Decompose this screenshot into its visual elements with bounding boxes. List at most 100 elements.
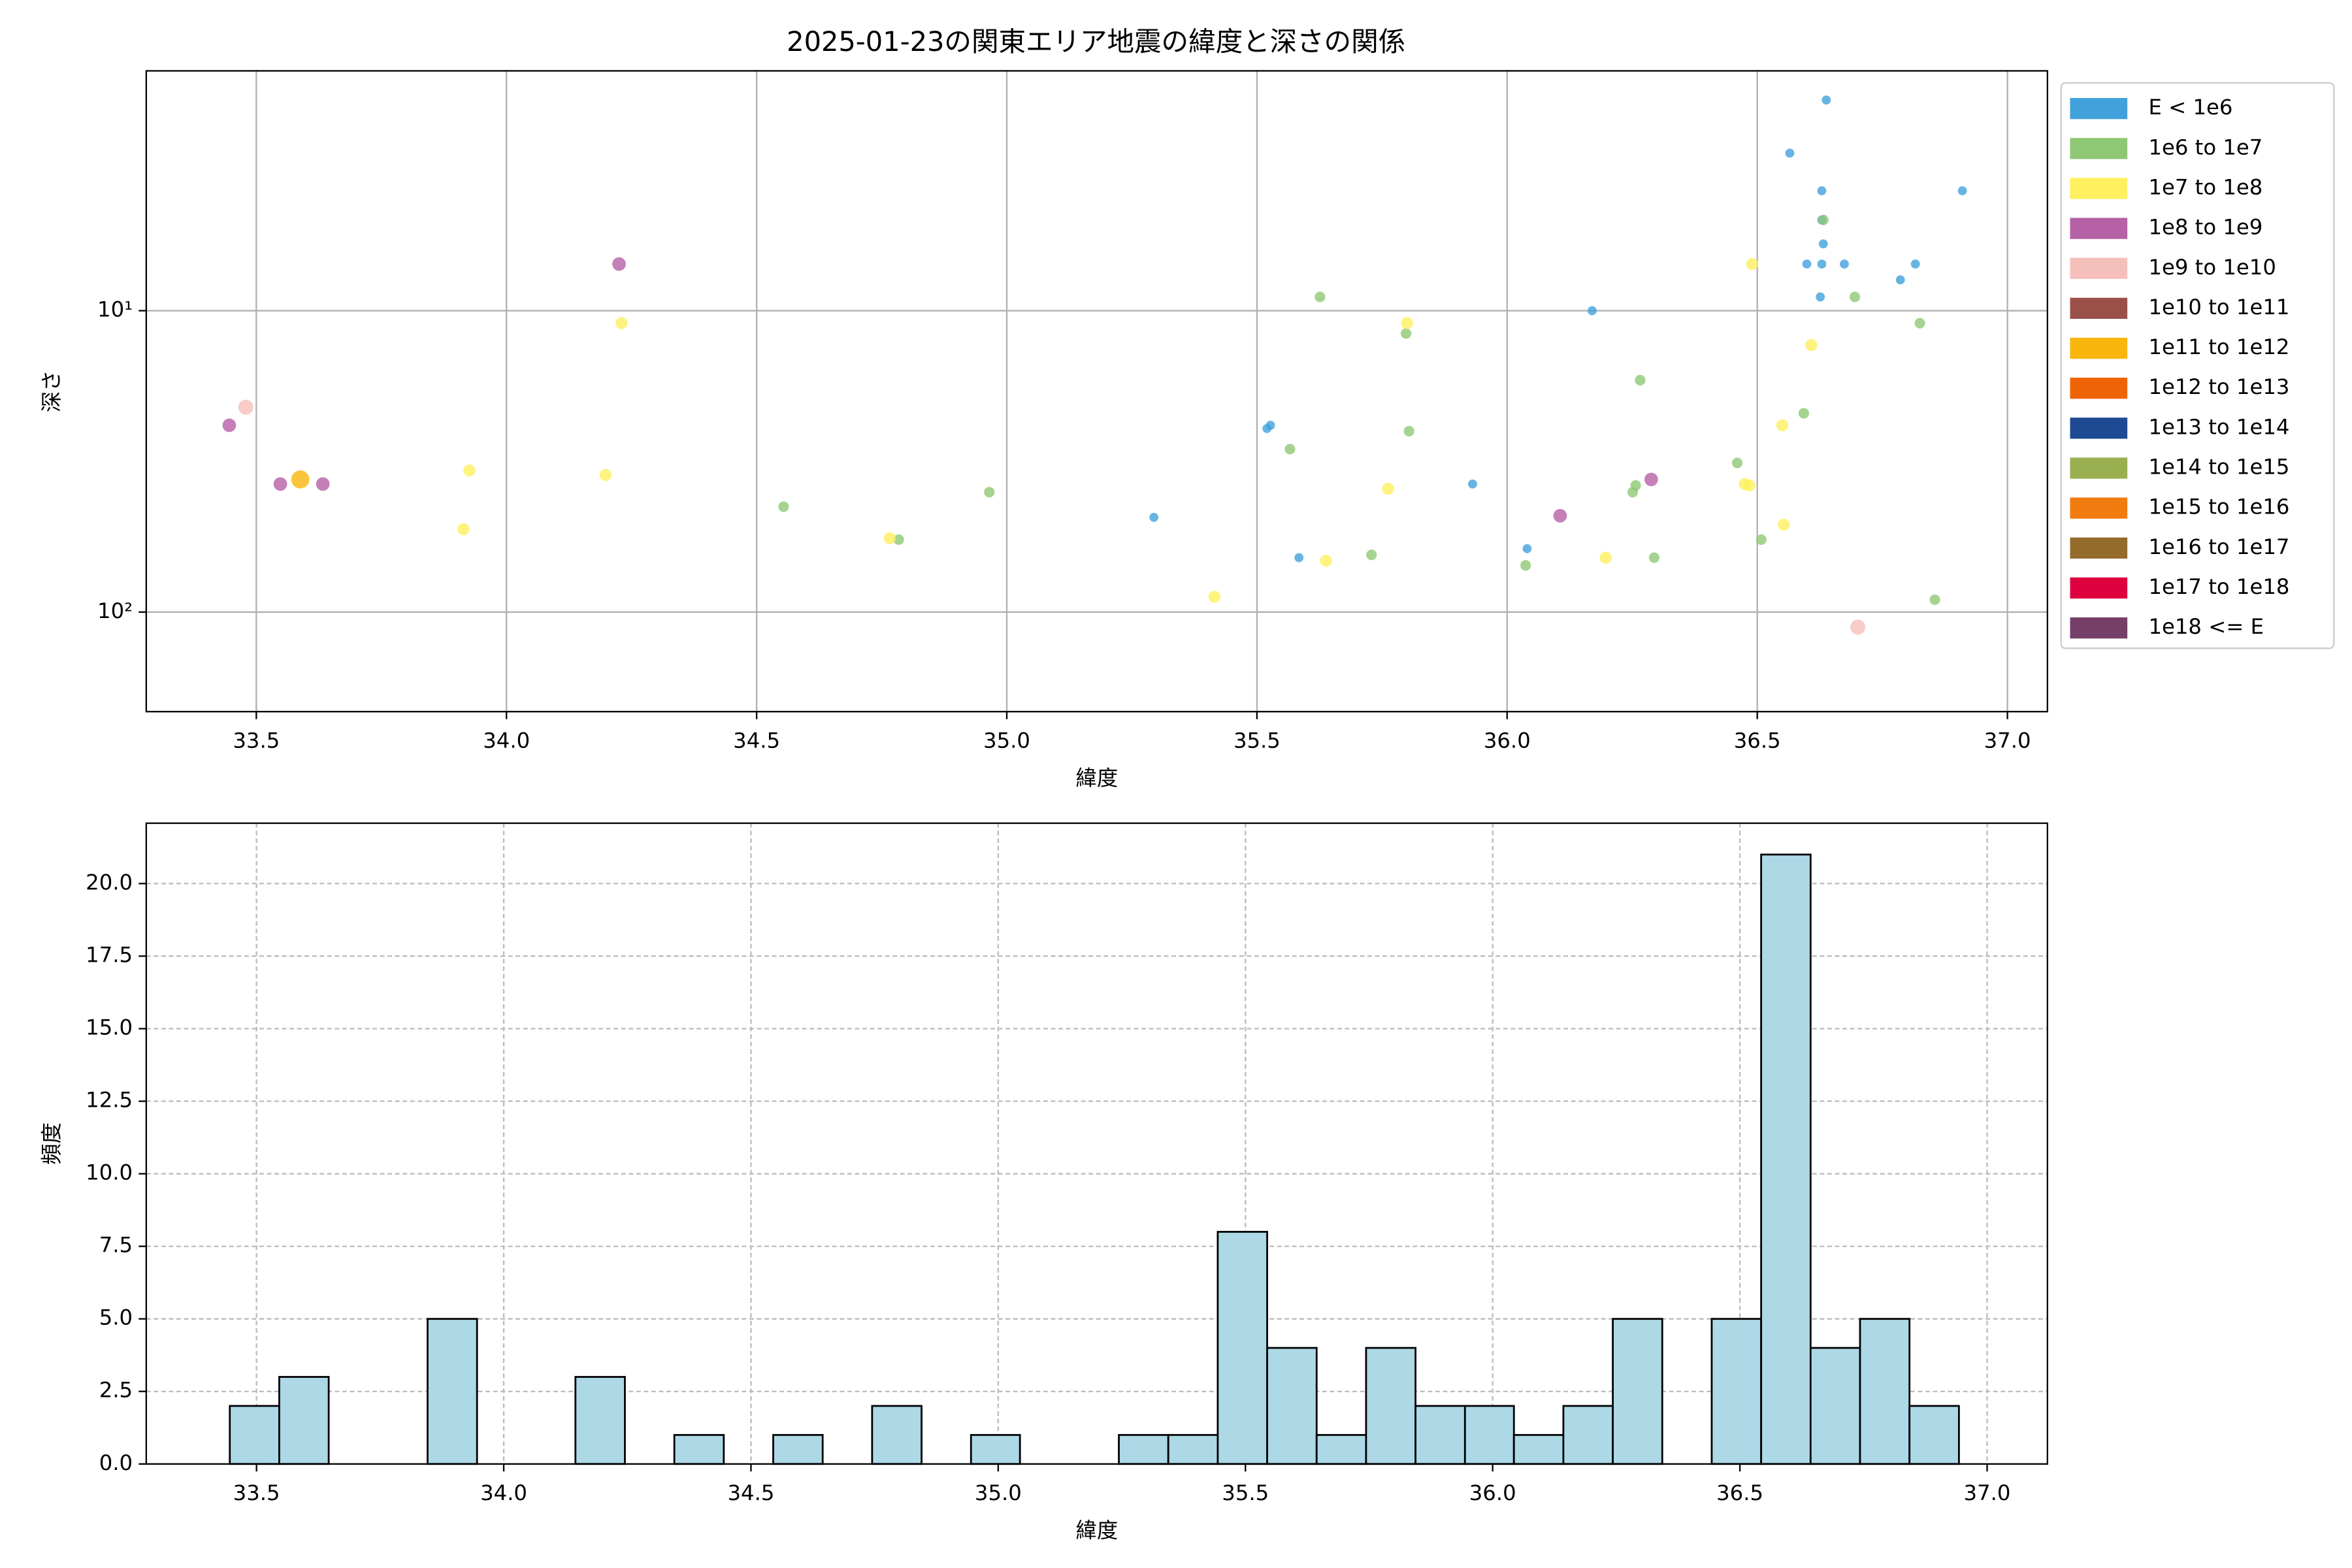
legend-label: 1e9 to 1e10	[2148, 255, 2276, 280]
legend-label: 1e18 <= E	[2148, 614, 2264, 639]
scatter-point	[273, 477, 287, 491]
scatter-point	[1840, 259, 1849, 269]
scatter-point	[893, 534, 904, 546]
legend-swatch	[2070, 297, 2128, 319]
scatter-point	[1776, 419, 1789, 432]
histogram-bar	[1859, 1318, 1911, 1465]
x-tick-label: 34.5	[727, 1480, 774, 1505]
scatter-point	[1599, 551, 1612, 564]
scatter-point	[1914, 318, 1925, 329]
legend-swatch	[2070, 577, 2128, 599]
histogram-bar	[229, 1405, 280, 1465]
histogram-bar	[1512, 1433, 1565, 1465]
scatter-point	[1635, 374, 1646, 385]
scatter-point	[1910, 259, 1920, 269]
histogram-bar	[1562, 1405, 1614, 1465]
x-tick-label: 36.5	[1734, 728, 1781, 753]
scatter-point	[984, 487, 995, 498]
scatter-point	[1798, 408, 1809, 419]
histogram-bar	[1760, 853, 1812, 1465]
legend-swatch	[2070, 138, 2128, 159]
y-tick-label: 5.0	[99, 1305, 133, 1330]
scatter-point	[1731, 457, 1743, 468]
legend-label: 1e14 to 1e15	[2148, 455, 2289, 480]
legend-label: 1e6 to 1e7	[2148, 135, 2262, 159]
scatter-point	[1817, 186, 1827, 195]
histogram-bar	[772, 1433, 824, 1465]
scatter-point	[1802, 259, 1812, 269]
scatter-point	[1208, 591, 1221, 603]
histogram-bar	[970, 1433, 1021, 1465]
histogram-bar	[1217, 1231, 1268, 1465]
scatter-point	[615, 317, 628, 329]
histogram-bar	[1463, 1405, 1515, 1465]
plot-frame	[145, 822, 2048, 1465]
y-tick-label: 20.0	[86, 870, 133, 894]
histogram-bar	[1414, 1405, 1466, 1465]
x-axis-label: 緯度	[1076, 1518, 1119, 1543]
x-tick-label: 36.5	[1716, 1480, 1763, 1505]
legend-label: 1e10 to 1e11	[2148, 295, 2289, 319]
scatter-point	[457, 523, 470, 536]
scatter-point	[1284, 444, 1296, 455]
scatter-point	[1266, 421, 1275, 430]
scatter-point	[1818, 214, 1829, 225]
legend-swatch	[2070, 378, 2128, 399]
legend-swatch	[2070, 257, 2128, 279]
legend-swatch	[2070, 457, 2128, 479]
histogram-bar	[1612, 1318, 1663, 1465]
scatter-point	[238, 399, 253, 415]
legend-swatch	[2070, 178, 2128, 199]
y-tick-label: 10¹	[97, 297, 133, 322]
scatter-point	[1849, 291, 1861, 302]
legend-label: 1e8 to 1e9	[2148, 215, 2262, 240]
y-axis-label: 頻度	[39, 1122, 64, 1165]
scatter-point	[1818, 239, 1828, 249]
scatter-point	[599, 468, 612, 482]
scatter-point	[778, 501, 789, 512]
scatter-point	[1816, 292, 1825, 302]
y-tick-label: 17.5	[86, 942, 133, 967]
histogram-bar	[871, 1405, 923, 1465]
x-tick-label: 35.5	[1233, 728, 1281, 753]
scatter-point	[1588, 306, 1597, 316]
legend-swatch	[2070, 337, 2128, 359]
scatter-point	[1756, 534, 1767, 546]
legend-label: 1e16 to 1e17	[2148, 534, 2289, 559]
x-tick-label: 37.0	[1984, 728, 2031, 753]
histogram-bar	[673, 1433, 725, 1465]
y-tick-label: 10²	[97, 598, 133, 623]
histogram-bar	[1809, 1347, 1861, 1465]
scatter-point	[1553, 508, 1567, 523]
legend-swatch	[2070, 537, 2128, 559]
histogram-bar	[1266, 1347, 1318, 1465]
scatter-point	[1401, 328, 1412, 339]
y-tick-label: 2.5	[99, 1378, 133, 1403]
x-tick-label: 33.5	[233, 728, 280, 753]
scatter-point	[612, 257, 626, 271]
scatter-point	[1895, 275, 1905, 285]
legend-label: 1e12 to 1e13	[2148, 374, 2289, 399]
x-axis-label: 緯度	[1076, 766, 1119, 791]
scatter-point	[1821, 95, 1831, 105]
scatter-point	[1401, 317, 1413, 329]
scatter-point	[316, 477, 330, 491]
scatter-point	[1648, 552, 1660, 563]
legend-label: E < 1e6	[2148, 95, 2232, 120]
y-tick-label: 10.0	[86, 1160, 133, 1185]
x-tick-label: 36.0	[1484, 728, 1531, 753]
y-tick-label: 12.5	[86, 1088, 133, 1113]
histogram-bar	[1167, 1433, 1219, 1465]
histogram-bar	[1710, 1318, 1763, 1465]
x-tick-label: 34.5	[733, 728, 780, 753]
histogram-bar	[278, 1376, 330, 1465]
chart-title: 2025-01-23の関東エリア地震の緯度と深さの関係	[787, 25, 1405, 57]
x-tick-label: 34.0	[480, 1480, 527, 1505]
histogram-bar	[1118, 1433, 1169, 1465]
y-tick-label: 7.5	[99, 1233, 133, 1258]
legend-label: 1e7 to 1e8	[2148, 174, 2262, 199]
x-tick-label: 34.0	[483, 728, 530, 753]
scatter-point	[1403, 425, 1414, 436]
